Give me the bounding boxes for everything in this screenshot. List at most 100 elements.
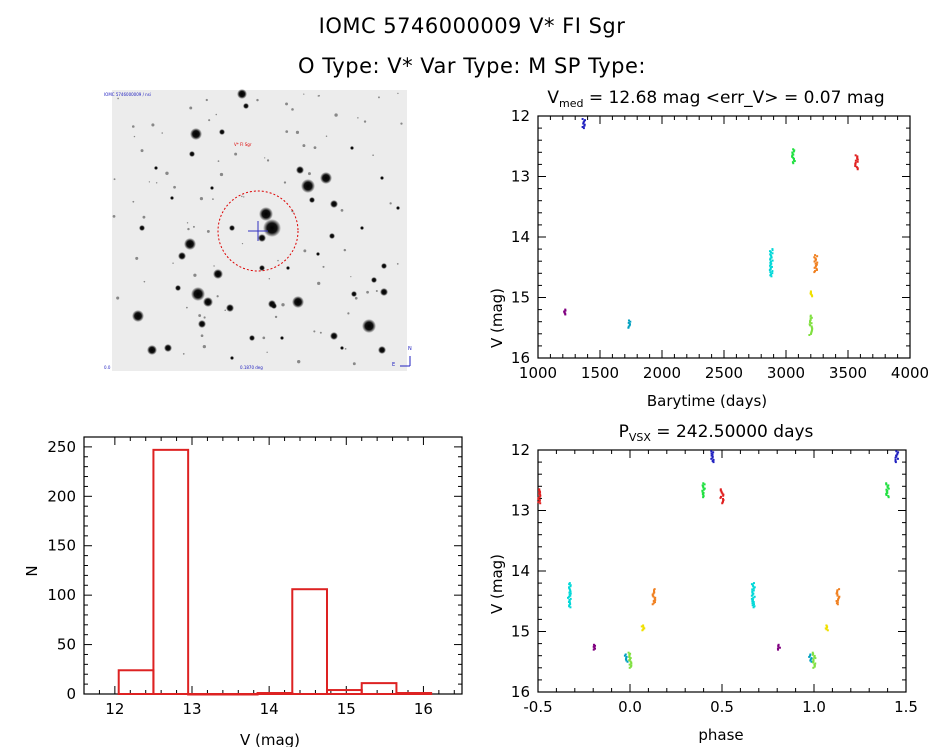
star (237, 89, 247, 99)
lightcurve-point (792, 157, 795, 160)
lightcurve-point (769, 274, 772, 277)
star (191, 287, 205, 301)
star (189, 151, 195, 157)
lightcurve-point (810, 330, 813, 333)
lightcurve-point (564, 313, 567, 316)
phased-point (712, 451, 715, 454)
histogram-xlabel: V (mag) (240, 731, 300, 747)
faint-star (243, 196, 245, 198)
phased-point (887, 484, 890, 487)
phased-point (813, 664, 816, 667)
faint-star (202, 344, 206, 349)
faint-star (219, 172, 224, 177)
phased-point (628, 663, 631, 666)
star (350, 146, 354, 150)
lightcurve-point (854, 159, 857, 162)
sky-compass-n: N (408, 346, 412, 352)
phased-point (838, 595, 841, 598)
lightcurve-point (810, 329, 813, 332)
phased-point (752, 589, 755, 592)
faint-star (322, 265, 325, 268)
faint-star (262, 336, 266, 340)
phased-frame (537, 449, 907, 693)
lightcurve-ytick-label: 12 (511, 107, 530, 125)
phased-point (652, 602, 655, 605)
star (301, 179, 315, 193)
faint-star (187, 227, 190, 231)
faint-star (274, 315, 278, 319)
phased-point (810, 657, 813, 660)
faint-star (268, 278, 271, 280)
lightcurve-point (815, 264, 818, 267)
star (296, 166, 304, 174)
histogram-bar (256, 692, 294, 695)
phased-point (702, 485, 705, 488)
faint-star (206, 229, 210, 233)
histogram-xtick-label: 13 (182, 700, 201, 718)
phased-point (751, 591, 754, 594)
phased-point (653, 588, 656, 591)
lightcurve-point (771, 272, 774, 275)
lightcurve-point (628, 324, 631, 327)
phased-ytick-label: 16 (511, 683, 530, 701)
phased-xtick-label: 0.5 (710, 698, 734, 716)
phased-point (896, 457, 899, 460)
phased-point (751, 588, 754, 591)
phased-point (568, 605, 571, 608)
faint-star (203, 316, 206, 319)
phased-point (629, 652, 632, 655)
phased-point (751, 602, 754, 605)
phased-point (569, 603, 572, 606)
phased-point (721, 492, 724, 495)
lightcurve-point (813, 260, 816, 263)
phased-point (894, 460, 897, 463)
lightcurve-point (769, 260, 772, 263)
phased-point (537, 496, 540, 499)
phased-point (811, 651, 814, 654)
phased-ytick-label: 13 (511, 502, 530, 520)
phased-point (568, 586, 571, 589)
phased-xtick-label: 1.5 (894, 698, 918, 716)
faint-star (182, 352, 185, 355)
faint-star (198, 314, 202, 317)
phased-point (537, 497, 540, 500)
phased-ytick-label: 14 (511, 562, 530, 580)
phased-point (653, 590, 656, 593)
lightcurve-point (582, 121, 585, 124)
lightcurve-point (791, 161, 794, 164)
lightcurve-point (769, 266, 772, 269)
faint-star (212, 198, 214, 200)
phased-point (886, 485, 889, 488)
phased-point (812, 659, 815, 662)
phased-point (654, 601, 657, 604)
phased-point (752, 585, 755, 588)
lightcurve-point (769, 257, 772, 260)
phased-point (836, 601, 839, 604)
faint-star (133, 135, 136, 138)
faint-star (132, 200, 135, 203)
faint-star (113, 178, 116, 181)
phased-point (569, 606, 572, 609)
star (351, 291, 357, 297)
star (226, 304, 234, 312)
lightcurve-point (792, 158, 795, 161)
faint-star (266, 351, 268, 353)
phased-point (836, 603, 839, 606)
star (147, 345, 157, 355)
faint-star (186, 306, 188, 309)
faint-star (217, 160, 220, 163)
phased-point (722, 500, 725, 503)
star (219, 129, 225, 135)
phased-point (753, 586, 756, 589)
star (316, 252, 320, 256)
phased-point (896, 453, 899, 456)
phased-point (895, 454, 898, 457)
faint-star (375, 289, 378, 293)
phased-point (885, 490, 888, 493)
lightcurve-point (856, 168, 859, 171)
phased-point (629, 657, 632, 660)
phased-point (722, 493, 725, 496)
histogram-ytick-label: 250 (47, 438, 76, 456)
phased-point (887, 495, 890, 498)
lightcurve-xtick-label: 2000 (643, 364, 681, 382)
